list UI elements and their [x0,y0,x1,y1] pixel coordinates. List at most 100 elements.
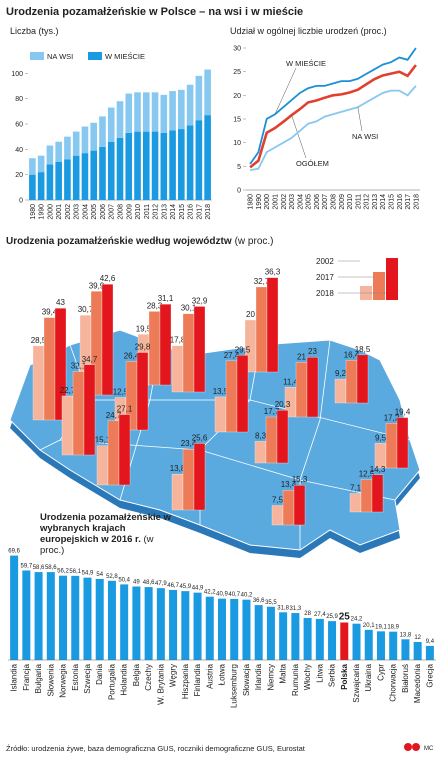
value-label: 24,7 [106,411,122,420]
value-label: 26,4 [124,351,140,360]
value-label: 15,1 [95,436,111,445]
bar-segment [99,146,106,200]
x-tick-label: 2001 [56,204,63,220]
bar-segment [72,155,80,200]
bar [371,474,384,513]
bar-segment [186,125,194,200]
legend-swatch [373,272,385,300]
value-label: 29,5 [235,345,251,354]
bar-segment [46,164,54,200]
x-tick-label: Szwajcaria [352,663,361,702]
x-tick-label: Włochy [303,664,312,690]
x-tick-label: Niemcy [266,664,275,691]
legend-label: NA WSI [47,52,73,61]
bar [159,303,172,386]
bar [101,284,114,396]
series-label: OGÓŁEM [296,159,329,168]
value-label: 19,4 [395,408,411,417]
bar [295,362,308,418]
x-tick-label: Estonia [71,663,80,690]
annotation-pointer [357,107,363,132]
y-tick-label: 100 [11,71,23,78]
page-title: Urodzenia pozamałżeńskie w Polsce – na w… [6,6,303,18]
bar-segment [204,115,211,200]
bar [118,414,131,486]
value-label: 31,8 [277,605,289,611]
x-tick-label: 2008 [118,204,125,220]
bar [83,364,96,456]
x-tick-label: 2008 [331,194,338,210]
bar [413,642,422,660]
value-label: 13,8 [170,464,186,473]
bar [230,598,239,660]
value-label: 50,4 [118,577,130,583]
bar-segment [29,158,36,175]
x-tick-label: 2013 [372,194,379,210]
value-label: 12,5 [113,388,129,397]
bar-segment [64,136,71,160]
bar [340,622,349,660]
bar-segment [151,92,159,132]
bar [328,621,337,660]
x-tick-label: 2009 [339,194,346,210]
value-label: 44,9 [192,586,204,592]
bar-segment [160,94,168,133]
bar-segment [125,132,133,200]
value-label: 42,2 [204,590,216,596]
bar [182,313,195,393]
bar-segment [107,141,115,200]
bar [356,354,369,404]
eu-subtitle: (w proc.) [40,534,154,556]
x-tick-label: Słowenia [46,663,55,696]
x-tick-label: Rumunia [291,663,300,696]
bar-segment [169,130,176,200]
value-label: 59,7 [20,563,32,569]
x-tick-label: 2006 [314,194,321,210]
chart-title: Liczba (tys.) [10,26,59,36]
x-tick-label: Węgry [169,664,178,687]
bar-segment [178,129,185,200]
x-tick-label: Serbia [328,663,337,687]
x-tick-label: Malta [279,663,288,683]
bar [293,485,306,526]
bar [254,605,263,660]
bar [22,570,31,660]
value-label: 11,4 [283,377,299,386]
bar [46,572,55,660]
bar [218,598,226,660]
bar [144,587,153,660]
value-label: 19,1 [375,624,387,630]
legend-swatch [88,52,102,60]
bar [181,591,190,660]
bar-segment [55,141,62,162]
x-tick-label: 2009 [126,204,133,220]
bar [72,371,85,456]
bar-segment [195,120,203,200]
value-label: 12,5 [359,470,375,479]
value-label: 9,5 [375,433,387,442]
x-tick-label: Cypr [376,664,385,681]
value-label: 21 [297,352,306,361]
bar [225,360,238,433]
x-tick-label: 1980 [248,194,255,210]
x-tick-label: 2017 [196,204,203,220]
series-label: NA WSI [352,132,378,141]
bar-segment [142,131,150,200]
x-tick-label: 2014 [170,204,177,220]
value-label: 56,1 [69,569,81,575]
bar [193,592,202,660]
x-tick-label: 2013 [161,204,168,220]
bar [282,490,295,526]
value-label: 13,5 [213,387,229,396]
value-label: 25,9 [326,614,338,620]
bar [401,639,410,660]
value-label: 45,9 [179,584,191,590]
legend-swatch [30,52,44,60]
x-tick-label: 2003 [289,194,296,210]
value-label: 56,2 [57,569,69,575]
bar-segment [142,92,150,132]
value-label: 49 [133,580,140,586]
x-tick-label: 2000 [47,204,54,220]
x-tick-label: 2011 [144,204,151,219]
